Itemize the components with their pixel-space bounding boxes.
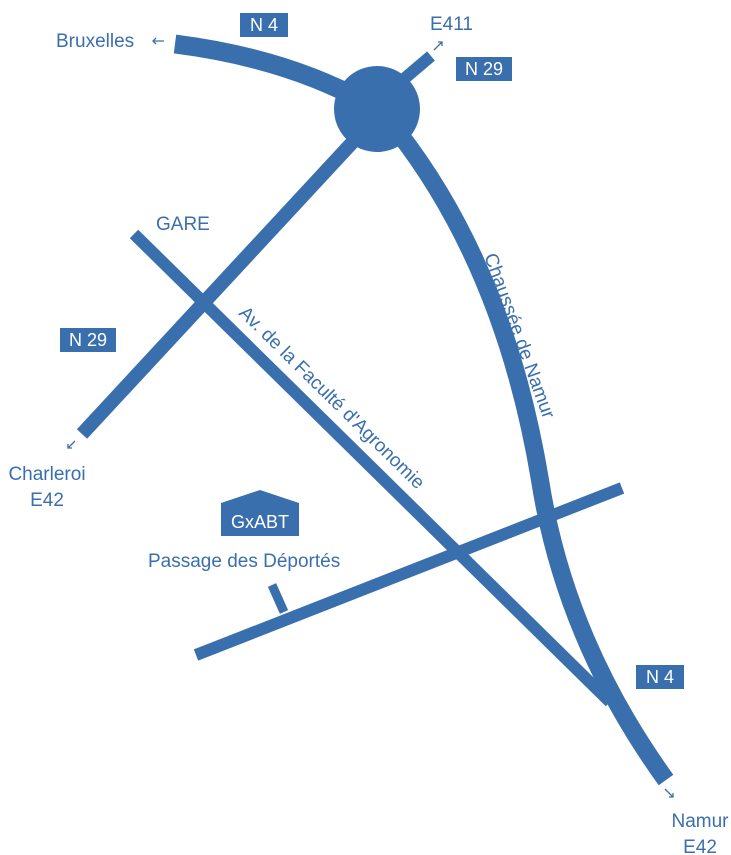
road-passage	[193, 482, 625, 661]
street-label: Av. de la Faculté d'Agronomie	[234, 303, 428, 494]
place-road: E42	[30, 490, 64, 511]
road-sign: N 4	[646, 667, 674, 687]
road-sign: N 29	[465, 59, 503, 79]
road-n4-north	[173, 34, 370, 111]
arrow	[433, 41, 443, 51]
place-road: E42	[683, 837, 717, 855]
sign-box	[60, 328, 116, 352]
sign-box	[240, 13, 288, 37]
place-label: Namur	[671, 811, 729, 832]
building-label: GxABT	[231, 512, 289, 532]
building	[221, 490, 299, 536]
road-chaussee	[390, 126, 674, 786]
place-label: GARE	[156, 214, 210, 235]
sign-box	[636, 665, 684, 689]
place-label: Bruxelles	[56, 31, 134, 52]
place-label: E411	[430, 14, 473, 35]
road-avenue	[129, 229, 615, 707]
sign-box	[456, 57, 512, 81]
roundabout	[334, 66, 420, 152]
road-n29	[76, 127, 368, 439]
road-sign: N 4	[250, 15, 278, 35]
road-sign: N 29	[69, 330, 107, 350]
street-label: Passage des Déportés	[148, 551, 340, 572]
arrow	[664, 788, 674, 798]
arrow	[152, 37, 164, 45]
arrow	[67, 440, 76, 449]
road-spur	[267, 583, 289, 614]
place-label: Charleroi	[8, 464, 85, 485]
